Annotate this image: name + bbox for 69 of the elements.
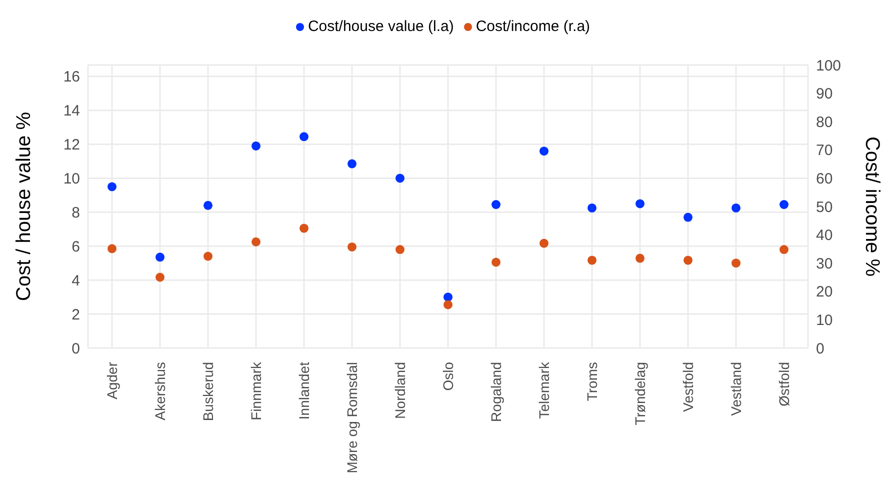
point [588, 256, 596, 265]
point [300, 132, 308, 142]
y2-tick-label: 60 [816, 170, 833, 188]
y2-tick-label: 90 [816, 86, 833, 103]
point [636, 254, 644, 263]
point [588, 203, 596, 212]
point [684, 256, 692, 265]
point [732, 258, 740, 268]
x-tick-label: Vestfold [680, 362, 696, 412]
x-tick-label: Vestland [728, 362, 744, 416]
point [396, 174, 404, 183]
x-tick-label: Innlandet [296, 362, 312, 420]
point [156, 252, 164, 262]
x-tick-label: Finnmark [248, 361, 264, 420]
y-tick-label: 14 [63, 102, 80, 120]
y2-axis-title: Cost/ income % [860, 136, 883, 277]
x-tick-label: Trøndelag [632, 362, 648, 426]
point [252, 237, 260, 246]
y-tick-label: 4 [72, 272, 80, 290]
y2-tick-label: 100 [816, 57, 842, 74]
point [540, 146, 548, 156]
point [252, 141, 260, 150]
x-tick-label: Østfold [776, 362, 792, 406]
x-tick-label: Nordland [392, 362, 408, 419]
y-axis-title: Cost / house value % [13, 112, 36, 301]
y2-tick-label: 20 [816, 284, 833, 301]
point [444, 292, 452, 302]
x-tick-label: Akershus [152, 362, 168, 420]
point [204, 200, 212, 210]
y-tick-label: 0 [72, 340, 80, 358]
point [732, 203, 740, 212]
legend-label: Cost/house value (l.a) [308, 18, 454, 35]
y2-tick-label: 40 [816, 227, 833, 244]
x-tick-label: Møre og Romsdal [344, 362, 360, 474]
y-tick-label: 2 [72, 306, 80, 324]
point [108, 244, 116, 254]
point [156, 272, 164, 282]
point [492, 258, 500, 267]
point [780, 245, 788, 254]
y-tick-label: 8 [72, 204, 80, 222]
y-tick-label: 16 [63, 68, 80, 86]
legend-label: Cost/income (r.a) [476, 18, 590, 35]
point [684, 212, 692, 222]
y2-tick-label: 80 [816, 114, 833, 131]
point [444, 300, 452, 310]
point [204, 252, 212, 261]
y2-tick-label: 10 [816, 312, 833, 330]
point [348, 242, 356, 252]
x-tick-label: Rogaland [488, 362, 504, 422]
x-tick-label: Telemark [536, 361, 552, 419]
point [396, 245, 404, 254]
point [300, 224, 308, 233]
point [540, 238, 548, 248]
y2-tick-label: 30 [816, 255, 833, 272]
point [636, 199, 644, 208]
y-tick-label: 10 [63, 170, 80, 188]
point [108, 182, 116, 192]
x-tick-label: Buskerud [200, 362, 216, 422]
point [780, 200, 788, 210]
y-tick-label: 12 [63, 136, 80, 154]
y2-tick-label: 70 [816, 142, 833, 160]
x-tick-label: Agder [104, 362, 120, 400]
y2-tick-label: 0 [816, 340, 824, 358]
y-tick-label: 6 [72, 238, 80, 256]
y2-tick-label: 50 [816, 198, 833, 216]
x-tick-label: Oslo [440, 362, 456, 391]
x-tick-label: Troms [584, 362, 600, 402]
point [492, 200, 500, 210]
point [348, 159, 356, 168]
